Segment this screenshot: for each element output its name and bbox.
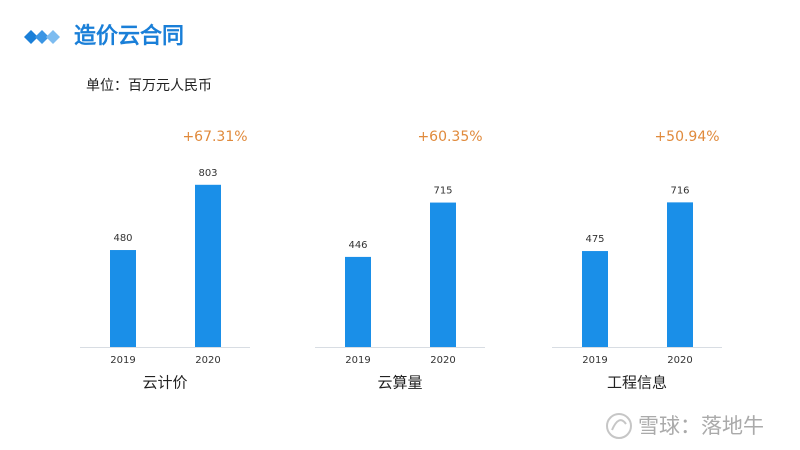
- value-label: 716: [670, 185, 689, 196]
- x-tick-label: 2020: [195, 355, 220, 366]
- bar: [195, 184, 221, 347]
- value-label: 480: [113, 233, 132, 244]
- bar: [430, 202, 456, 347]
- x-tick-label: 2019: [582, 355, 607, 366]
- bar: [582, 251, 608, 347]
- value-label: 803: [198, 168, 217, 179]
- growth-annotation: +50.94%: [654, 129, 719, 145]
- x-tick-label: 2020: [667, 355, 692, 366]
- x-tick-label: 2020: [430, 355, 455, 366]
- x-axis-label: 工程信息: [607, 374, 667, 392]
- title-icon: [24, 30, 60, 44]
- watermark: 雪球：落地牛: [638, 414, 764, 438]
- value-label: 715: [433, 186, 452, 197]
- growth-annotation: +60.35%: [417, 129, 482, 145]
- x-axis-label: 云计价: [142, 374, 187, 392]
- value-label: 475: [585, 234, 604, 245]
- bar: [110, 250, 136, 347]
- x-tick-label: 2019: [110, 355, 135, 366]
- x-axis-label: 云算量: [377, 374, 422, 392]
- x-tick-label: 2019: [345, 355, 370, 366]
- watermark-icon: [606, 413, 632, 439]
- value-label: 446: [348, 240, 367, 251]
- unit-label: 单位：百万元人民币: [86, 78, 212, 94]
- bar: [667, 202, 693, 347]
- slide-title: 造价云合同: [74, 23, 184, 49]
- bar: [345, 256, 371, 347]
- growth-annotation: +67.31%: [182, 129, 247, 145]
